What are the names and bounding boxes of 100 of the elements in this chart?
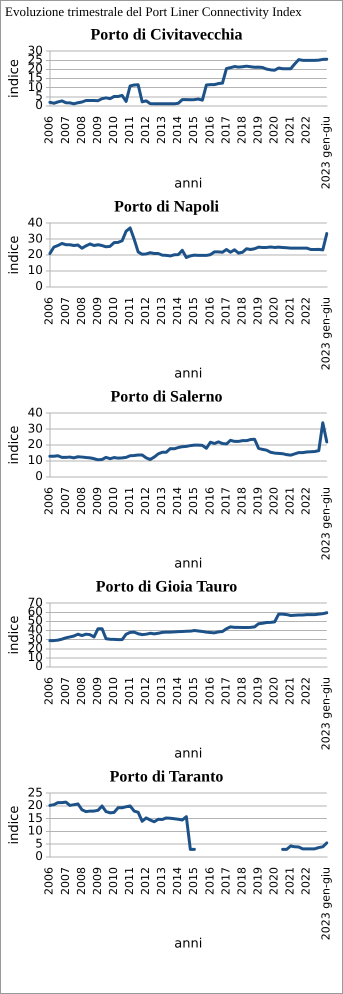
x-tick-label: 2007	[58, 116, 72, 144]
x-tick-label: 2006	[42, 677, 56, 705]
x-tick-label: 2022	[300, 867, 313, 895]
x-tick-label: 2014	[171, 297, 184, 325]
x-tick-label: 2016	[203, 677, 216, 705]
x-tick-label: 2011	[123, 116, 136, 144]
x-tick-label: 2013	[155, 116, 168, 144]
y-tick-label: 30	[28, 421, 43, 436]
x-tick-label: 2021	[284, 116, 297, 144]
y-axis-title: indice	[7, 59, 22, 98]
y-tick-label: 15	[28, 810, 43, 825]
x-tick-label: 2013	[155, 297, 168, 325]
x-tick-label: 2007	[58, 677, 72, 705]
x-tick-label: 2016	[203, 867, 216, 895]
x-tick-label: 2008	[74, 116, 88, 144]
x-tick-label: 2008	[74, 487, 88, 515]
x-tick-label: 2014	[171, 116, 184, 144]
x-tick-label: 2023 gen-giu	[320, 677, 333, 750]
x-tick-label: 2006	[42, 487, 56, 515]
x-tick-label: 2020	[267, 677, 280, 705]
chart-title: Porto di Napoli	[114, 198, 220, 216]
y-tick-label: 0	[35, 849, 43, 864]
x-axis-title: anni	[174, 746, 202, 762]
x-tick-label: 2012	[139, 867, 152, 895]
x-tick-label: 2009	[90, 867, 104, 895]
x-tick-label: 2023 gen-giu	[320, 116, 333, 190]
x-tick-label: 2008	[74, 297, 88, 325]
x-tick-label: 2019	[251, 297, 264, 325]
x-tick-label: 2023 gen-giu	[320, 297, 333, 370]
x-tick-label: 2014	[171, 487, 184, 515]
y-tick-label: 10	[28, 453, 43, 468]
y-tick-label: 10	[28, 263, 43, 278]
chart-title: Porto di Gioia Tauro	[96, 578, 238, 596]
x-tick-label: 2014	[171, 867, 184, 895]
x-tick-label: 2006	[42, 116, 56, 144]
x-tick-label: 2018	[235, 677, 248, 705]
x-tick-label: 2007	[58, 297, 72, 325]
x-tick-label: 2015	[187, 677, 200, 705]
y-tick-label: 20	[28, 798, 43, 812]
x-tick-label: 2015	[187, 116, 200, 144]
x-tick-label: 2014	[171, 677, 184, 705]
x-tick-label: 2013	[155, 487, 168, 515]
x-tick-label: 2019	[251, 677, 264, 705]
chart-title: Porto di Taranto	[110, 768, 224, 786]
y-axis-title: indice	[7, 616, 22, 655]
x-tick-label: 2009	[90, 116, 104, 144]
x-tick-label: 2016	[203, 487, 216, 515]
x-tick-label: 2020	[267, 487, 280, 515]
y-tick-label: 0	[35, 469, 43, 484]
x-axis-title: anni	[174, 936, 202, 952]
x-tick-label: 2018	[235, 297, 248, 325]
x-tick-label: 2016	[203, 116, 216, 144]
y-tick-label: 10	[28, 824, 43, 838]
x-tick-label: 2021	[284, 677, 297, 705]
x-tick-label: 2013	[155, 677, 168, 705]
text: Evoluzione trimestrale del Port Liner Connectivity Index	[4, 3, 303, 20]
x-tick-label: 2011	[123, 297, 136, 325]
x-tick-label: 2012	[139, 677, 152, 705]
x-tick-label: 2006	[42, 867, 56, 895]
x-tick-label: 2022	[300, 297, 313, 325]
x-tick-label: 2017	[219, 677, 232, 705]
x-tick-label: 2020	[267, 116, 280, 144]
x-tick-label: 2009	[90, 297, 104, 325]
x-tick-label: 2018	[235, 116, 248, 144]
chart-title: Porto di Salerno	[110, 388, 222, 406]
x-tick-label: 2012	[139, 116, 152, 144]
x-tick-label: 2020	[267, 297, 280, 325]
y-tick-label: 40	[28, 215, 43, 230]
y-axis-title: indice	[7, 236, 22, 275]
x-tick-label: 2010	[106, 116, 120, 144]
x-tick-label: 2010	[106, 487, 120, 515]
x-tick-label: 2017	[219, 116, 232, 144]
x-tick-label: 2020	[267, 867, 280, 895]
x-tick-label: 2006	[42, 297, 56, 325]
x-tick-label: 2021	[284, 867, 297, 895]
x-tick-label: 2007	[58, 867, 72, 895]
y-tick-label: 40	[28, 405, 43, 420]
x-tick-label: 2015	[187, 867, 200, 895]
x-tick-label: 2019	[251, 867, 264, 895]
x-tick-label: 2019	[251, 116, 264, 144]
x-axis-title: anni	[174, 556, 202, 572]
x-tick-label: 2012	[139, 297, 152, 325]
x-tick-label: 2017	[219, 867, 232, 895]
x-tick-label: 2010	[106, 297, 120, 325]
x-tick-label: 2017	[219, 487, 232, 515]
y-axis-title: indice	[7, 426, 22, 465]
y-tick-label: 20	[28, 247, 43, 262]
x-tick-label: 2015	[187, 297, 200, 325]
x-tick-label: 2009	[90, 487, 104, 515]
x-tick-label: 2010	[106, 677, 120, 705]
x-axis-title: anni	[174, 176, 202, 192]
x-tick-label: 2021	[284, 487, 297, 515]
x-tick-label: 2009	[90, 677, 104, 705]
x-tick-label: 2021	[284, 297, 297, 325]
x-tick-label: 2018	[235, 867, 248, 895]
x-tick-label: 2015	[187, 487, 200, 515]
x-tick-label: 2022	[300, 487, 313, 515]
x-tick-label: 2012	[139, 487, 152, 515]
x-tick-label: 2011	[123, 867, 136, 895]
x-tick-label: 2013	[155, 867, 168, 895]
